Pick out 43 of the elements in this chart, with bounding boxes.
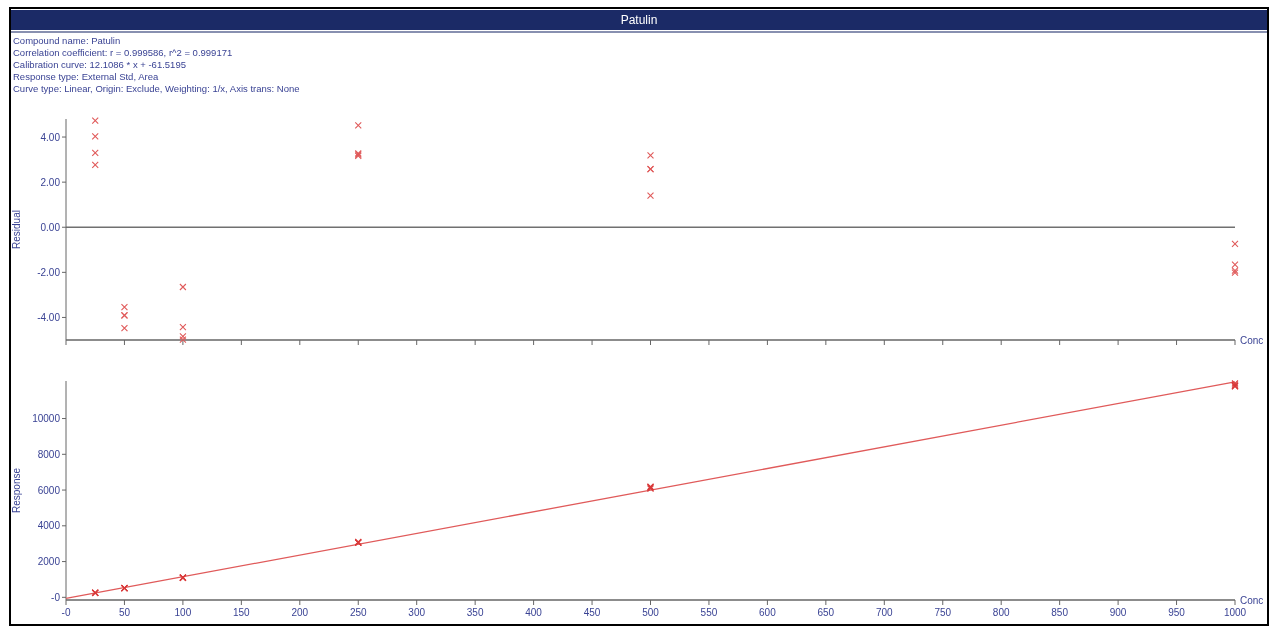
y-axis-title: Residual [11,210,22,249]
y-tick-label: -2.00 [37,266,61,278]
x-tick-label: 200 [291,607,309,618]
x-tick-label: 1000 [1223,607,1247,618]
y-tick-label: 4.00 [40,131,61,143]
x-tick-label: 100 [174,607,192,618]
y-tick-label: 10000 [32,413,61,425]
y-tick-label: 8000 [37,448,61,460]
y-axis-title: Response [11,467,22,514]
x-tick-label: 700 [875,607,894,618]
x-tick-label: 650 [817,607,835,618]
x-tick-label: 250 [349,607,368,618]
y-tick-label: -0 [51,591,61,603]
title-banner: Patulin [10,10,1268,33]
y-tick-label: 6000 [37,484,61,496]
x-axis-title: Conc [1240,595,1264,606]
x-tick-label: 550 [700,607,718,618]
x-tick-label: 400 [525,607,543,618]
text: Compound name: Patulin [13,35,121,46]
y-tick-label: 2.00 [40,176,61,188]
text: Calibration curve: 12.1086 * x + -61.5195 [13,59,186,70]
x-tick-label: 350 [466,607,484,618]
x-tick-label: 900 [1109,607,1127,618]
text: Correlation coefficient: r = 0.999586, r^2 = 0.999171 [13,47,233,58]
y-tick-label: 4000 [37,520,61,532]
y-tick-label: 2000 [37,556,61,568]
x-tick-label: 300 [408,607,426,618]
x-tick-label: 600 [759,607,777,618]
x-tick-label: -0 [61,607,71,618]
x-tick-label: 850 [1051,607,1069,618]
x-tick-label: 750 [934,607,952,618]
text: Curve type: Linear, Origin: Exclude, Weighting: 1/x, Axis trans: None [13,83,300,94]
chart-title: Patulin [620,13,658,27]
x-tick-label: 500 [642,607,660,618]
text: Response type: External Std, Area [13,71,159,82]
y-tick-label: 0.00 [40,221,61,233]
x-tick-label: 50 [118,607,131,618]
x-tick-label: 150 [233,607,251,618]
x-tick-label: 450 [583,607,601,618]
x-tick-label: 800 [992,607,1010,618]
x-tick-label: 950 [1168,607,1186,618]
x-axis-title: Conc [1240,335,1264,346]
y-tick-label: -4.00 [37,311,61,323]
